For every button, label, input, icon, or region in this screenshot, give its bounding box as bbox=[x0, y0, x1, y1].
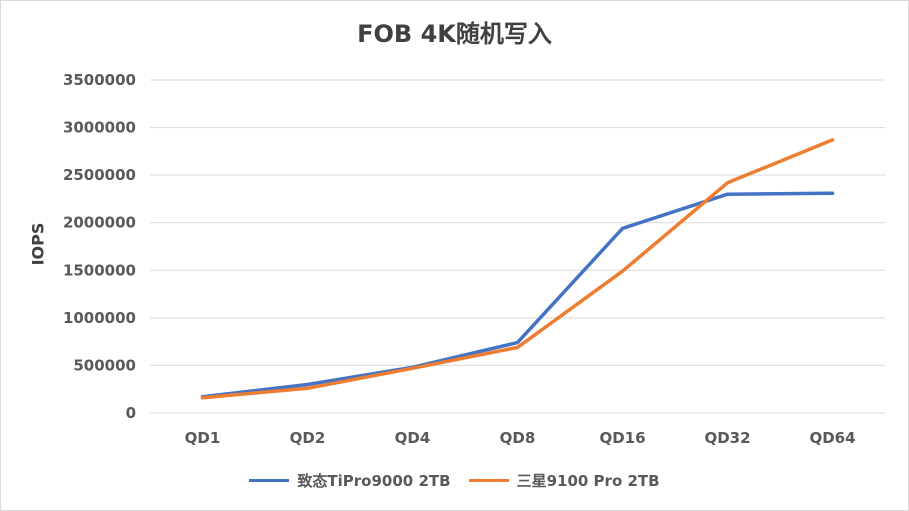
x-tick-label: QD64 bbox=[809, 429, 855, 447]
chart-title: FOB 4K随机写入 bbox=[357, 20, 552, 48]
legend: 致态TiPro9000 2TB 三星9100 Pro 2TB bbox=[0, 470, 909, 491]
legend-item-series-1: 致态TiPro9000 2TB bbox=[249, 470, 451, 491]
y-tick-label: 2500000 bbox=[63, 166, 136, 184]
legend-swatch-series-2 bbox=[468, 479, 509, 482]
y-tick-label: 0 bbox=[126, 404, 136, 422]
legend-label-series-2: 三星9100 Pro 2TB bbox=[516, 472, 660, 490]
x-tick-label: QD16 bbox=[599, 429, 645, 447]
x-tick-label: QD8 bbox=[500, 429, 536, 447]
series-line-1 bbox=[200, 191, 835, 399]
y-tick-label: 1000000 bbox=[63, 309, 136, 327]
legend-label-series-1: 致态TiPro9000 2TB bbox=[297, 472, 451, 490]
y-tick-label: 1500000 bbox=[63, 261, 136, 279]
legend-swatch-series-1 bbox=[249, 479, 290, 482]
y-tick-label: 3500000 bbox=[63, 71, 136, 89]
x-tick-label: QD2 bbox=[290, 429, 326, 447]
x-tick-label: QD4 bbox=[395, 429, 431, 447]
y-tick-label: 3000000 bbox=[63, 119, 136, 137]
legend-item-series-2: 三星9100 Pro 2TB bbox=[468, 470, 660, 491]
y-tick-label: 2000000 bbox=[63, 214, 136, 232]
y-tick-label: 500000 bbox=[73, 356, 136, 374]
x-tick-label: QD32 bbox=[704, 429, 750, 447]
series-line-2 bbox=[200, 138, 835, 400]
x-tick-label: QD1 bbox=[185, 429, 221, 447]
